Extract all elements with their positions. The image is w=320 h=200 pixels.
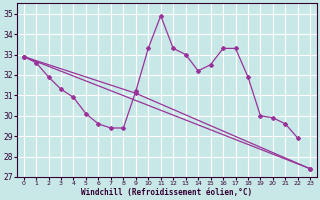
X-axis label: Windchill (Refroidissement éolien,°C): Windchill (Refroidissement éolien,°C) [81,188,252,197]
